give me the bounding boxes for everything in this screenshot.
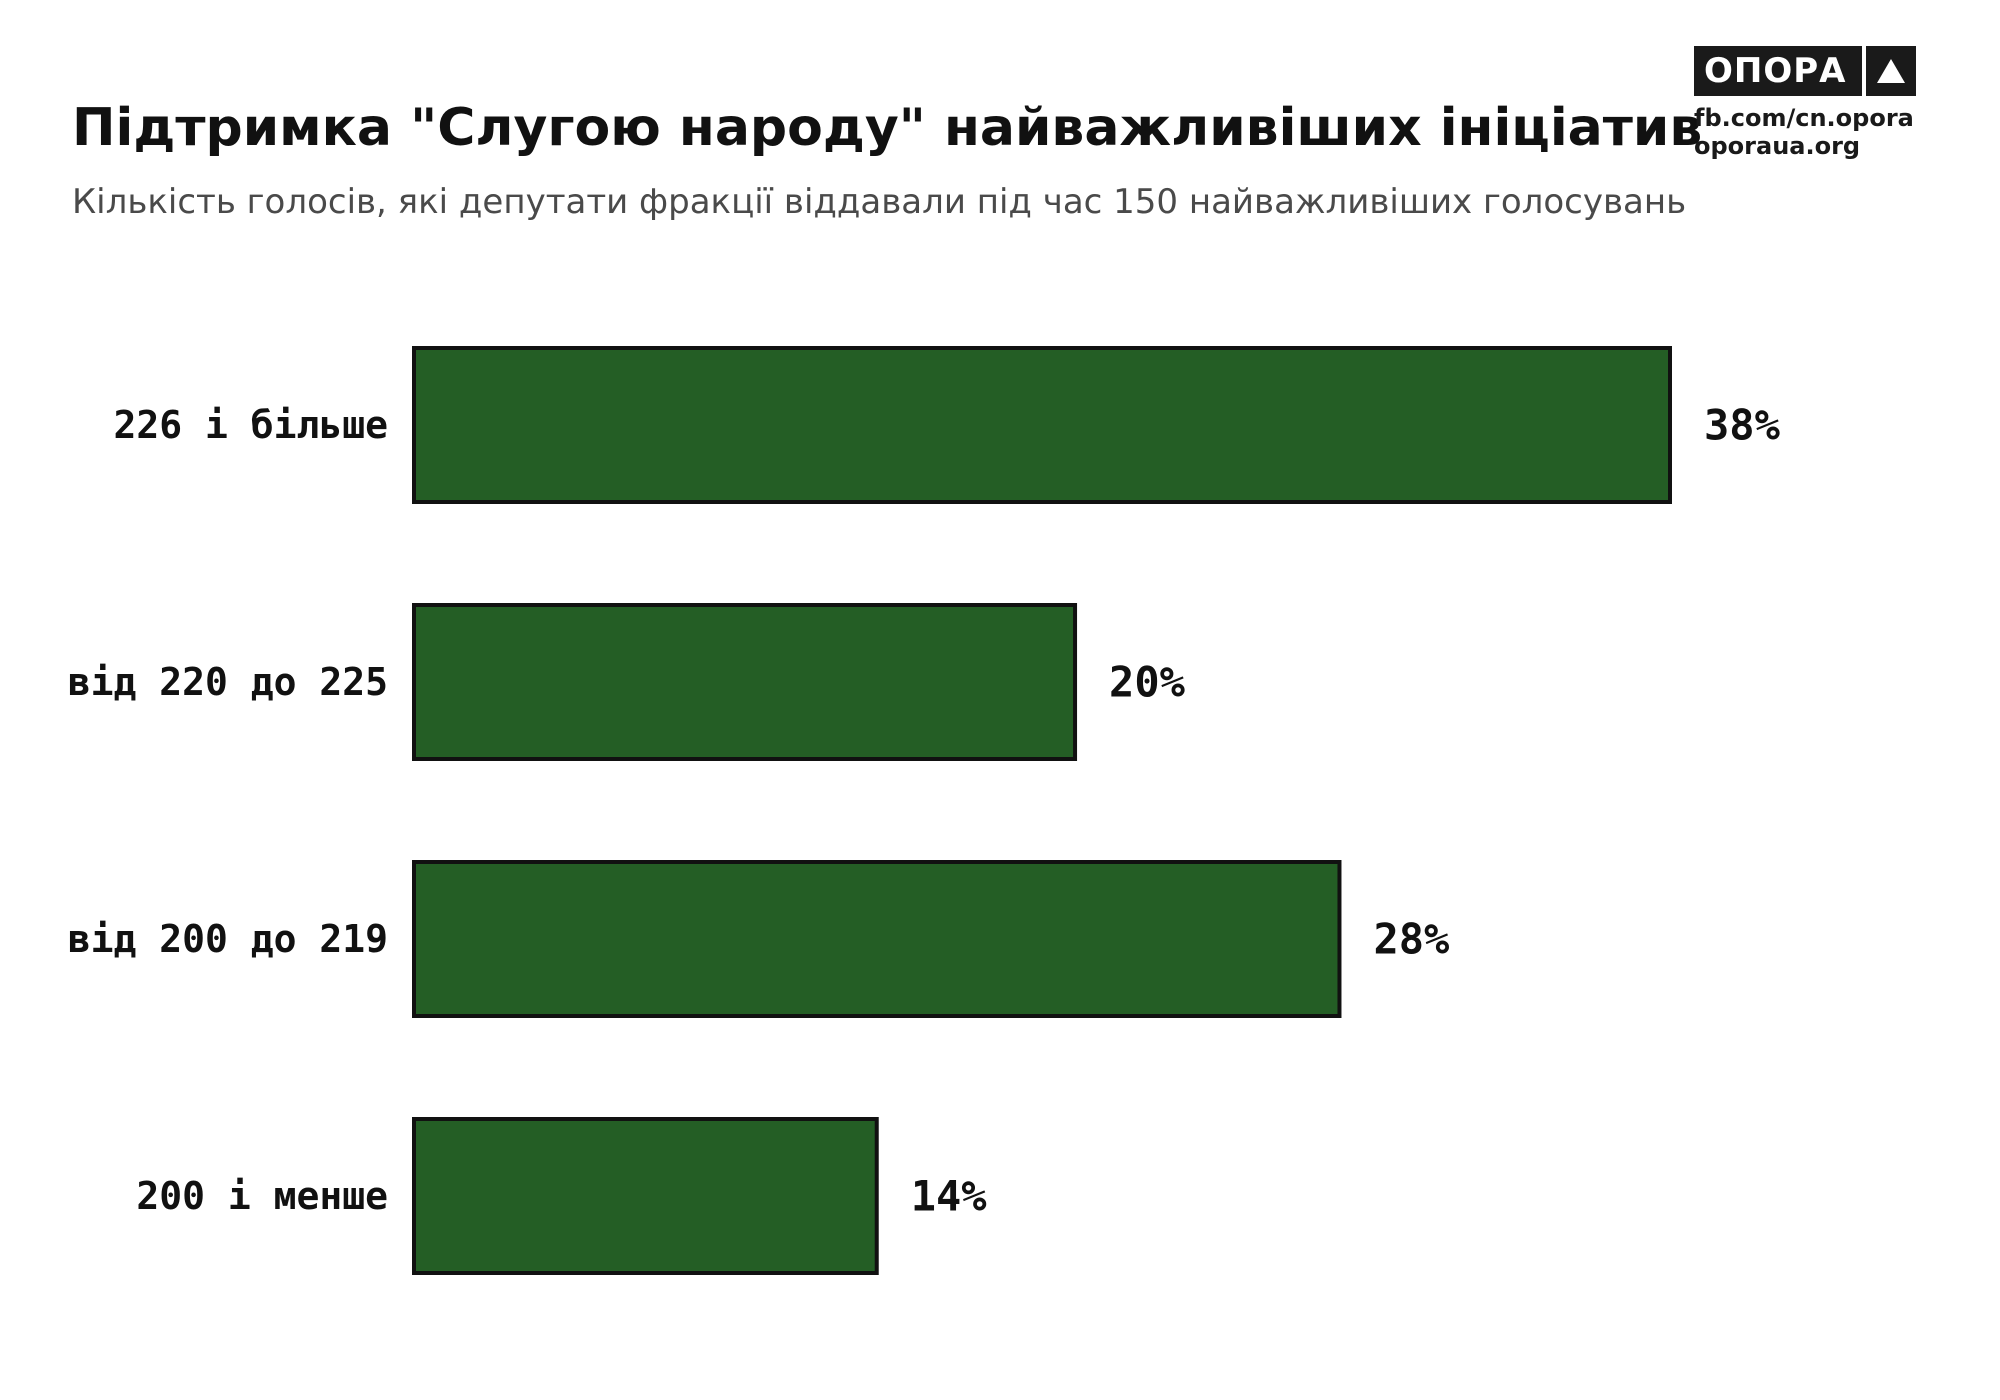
bar	[412, 1117, 879, 1275]
value-label: 28%	[1373, 915, 1449, 964]
bar-row: 226 і більше 38%	[113, 346, 1780, 504]
bar-row: від 200 до 219 28%	[68, 860, 1449, 1018]
category-label: від 220 до 225	[68, 660, 388, 704]
category-label: 200 і менше	[136, 1174, 388, 1218]
logo-box: ОПОРА	[1694, 46, 1916, 96]
value-label: 38%	[1704, 401, 1780, 450]
bar-row: від 220 до 225 20%	[68, 603, 1185, 761]
logo-facebook-link[interactable]: fb.com/cn.opora	[1694, 104, 1914, 132]
logo-website-link[interactable]: oporaua.org	[1694, 132, 1861, 160]
bar	[412, 603, 1078, 761]
value-label: 20%	[1109, 658, 1185, 707]
bar	[412, 346, 1672, 504]
category-label: 226 і більше	[113, 403, 388, 447]
bar	[412, 860, 1342, 1018]
value-label: 14%	[911, 1172, 987, 1221]
chart-title: Підтримка "Слугою народу" найважливіших …	[72, 98, 1703, 158]
triangle-icon	[1862, 46, 1916, 96]
bar-row: 200 і менше 14%	[136, 1117, 987, 1275]
logo-name: ОПОРА	[1704, 51, 1847, 91]
chart-subtitle: Кількість голосів, які депутати фракції …	[72, 182, 1687, 222]
category-label: від 200 до 219	[68, 917, 388, 961]
opora-logo[interactable]: ОПОРА fb.com/cn.opora oporaua.org	[1694, 46, 1916, 160]
